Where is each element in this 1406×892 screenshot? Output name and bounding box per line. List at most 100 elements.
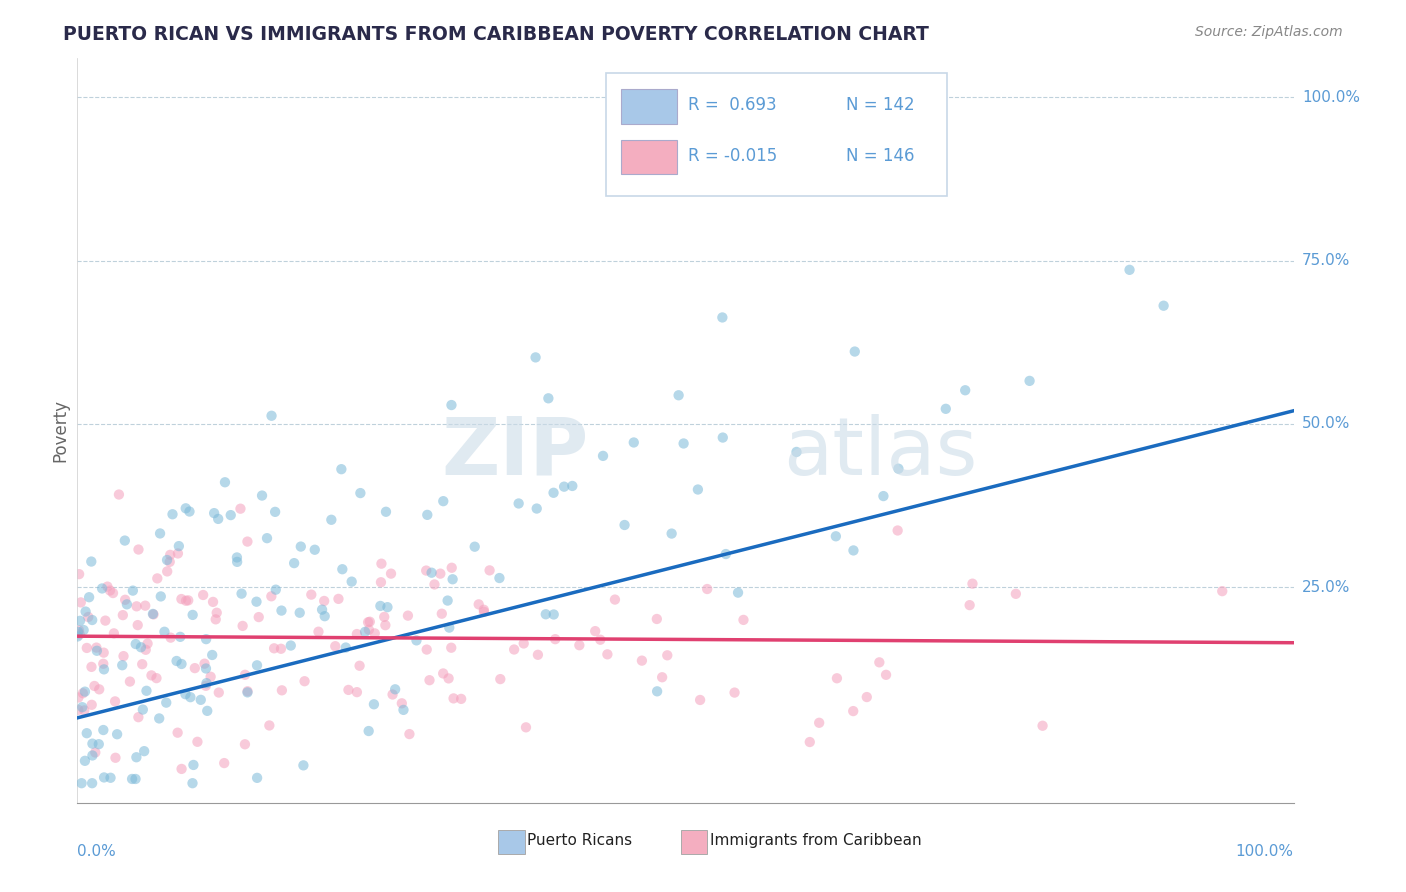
Point: [159, 555, 181, 569]
Point: [349, 486, 371, 500]
Point: [418, 673, 440, 688]
Point: [478, 563, 501, 577]
Point: [292, 758, 315, 772]
Point: [432, 666, 454, 681]
Point: [80, 555, 103, 569]
Point: [349, 658, 371, 673]
Point: [127, 542, 149, 557]
Point: [195, 704, 218, 718]
Point: [526, 501, 548, 516]
Point: [294, 674, 316, 689]
Point: [149, 590, 172, 604]
Point: [589, 632, 612, 647]
Point: [184, 661, 207, 675]
Point: [288, 606, 311, 620]
Point: [723, 685, 745, 699]
Point: [186, 735, 208, 749]
Point: [93, 771, 115, 785]
Text: Immigrants from Caribbean: Immigrants from Caribbean: [710, 832, 921, 847]
Point: [657, 648, 679, 663]
Point: [170, 657, 193, 671]
Point: [377, 600, 399, 615]
Point: [270, 604, 292, 618]
Point: [416, 508, 439, 522]
Point: [67, 703, 90, 717]
Point: [711, 310, 734, 325]
Point: [246, 658, 269, 673]
Point: [86, 640, 108, 655]
Point: [174, 593, 197, 607]
Point: [962, 576, 984, 591]
Text: N = 146: N = 146: [846, 146, 914, 164]
Point: [308, 624, 330, 639]
Point: [114, 592, 136, 607]
Point: [553, 480, 575, 494]
Point: [280, 639, 302, 653]
Point: [208, 685, 231, 699]
Point: [149, 526, 172, 541]
Point: [94, 614, 117, 628]
Point: [115, 597, 138, 611]
Point: [195, 632, 218, 647]
Point: [174, 501, 197, 516]
Point: [202, 595, 225, 609]
Point: [443, 691, 465, 706]
Point: [583, 624, 606, 639]
Point: [231, 587, 253, 601]
Point: [328, 591, 350, 606]
Point: [145, 671, 167, 685]
Point: [67, 624, 90, 639]
Point: [374, 618, 396, 632]
Point: [359, 615, 381, 629]
Point: [544, 632, 567, 647]
Point: [91, 657, 114, 671]
Point: [346, 627, 368, 641]
Point: [436, 593, 458, 607]
Point: [82, 748, 104, 763]
Point: [346, 685, 368, 699]
Point: [527, 648, 550, 662]
Point: [77, 610, 100, 624]
Point: [104, 694, 127, 708]
Text: atlas: atlas: [783, 414, 977, 491]
Point: [236, 684, 259, 698]
Point: [868, 656, 890, 670]
Point: [167, 546, 190, 560]
Point: [134, 744, 156, 758]
Point: [96, 580, 118, 594]
Point: [855, 690, 877, 704]
Point: [207, 512, 229, 526]
Point: [396, 608, 419, 623]
Point: [711, 431, 734, 445]
Point: [524, 351, 547, 365]
Point: [193, 657, 215, 671]
Point: [398, 727, 420, 741]
Point: [440, 640, 463, 655]
Point: [121, 772, 143, 786]
Point: [1118, 263, 1140, 277]
Point: [250, 489, 273, 503]
Point: [592, 449, 614, 463]
Point: [935, 401, 957, 416]
Point: [201, 648, 224, 662]
Point: [142, 607, 165, 622]
Point: [440, 561, 463, 575]
Point: [219, 508, 242, 522]
Point: [405, 633, 427, 648]
Point: [67, 690, 90, 705]
Point: [370, 557, 392, 571]
Point: [323, 639, 346, 653]
Point: [73, 684, 96, 698]
Point: [146, 571, 169, 585]
Point: [148, 711, 170, 725]
Point: [83, 679, 105, 693]
Point: [177, 593, 200, 607]
Point: [212, 756, 235, 770]
Point: [1032, 719, 1054, 733]
Point: [430, 607, 453, 621]
FancyBboxPatch shape: [621, 89, 676, 123]
Point: [75, 605, 97, 619]
Point: [66, 629, 89, 643]
Point: [357, 623, 380, 637]
Point: [489, 672, 512, 686]
